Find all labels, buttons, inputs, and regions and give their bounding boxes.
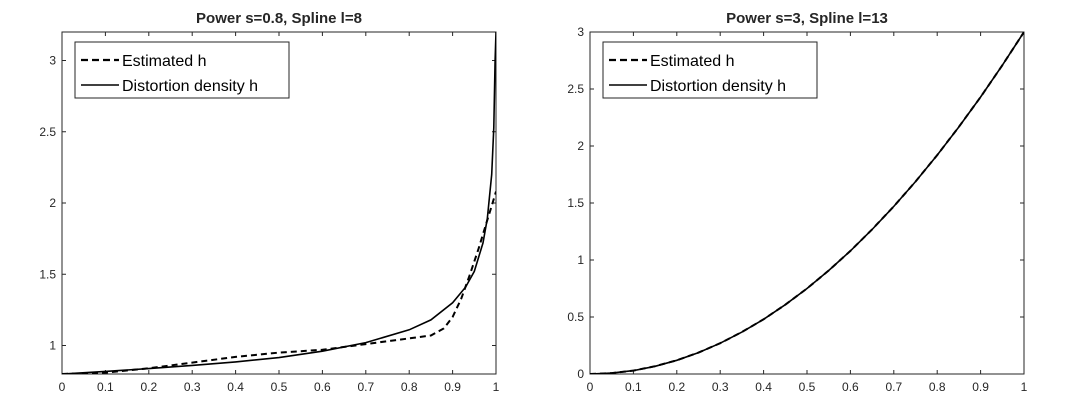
x-tick-label: 0.8	[929, 380, 946, 394]
x-tick-label: 0.5	[271, 380, 288, 394]
x-tick-label: 0.4	[755, 380, 772, 394]
x-tick-label: 0.4	[227, 380, 244, 394]
series-distortion-density-h	[62, 32, 496, 374]
y-tick-label: 2	[577, 139, 584, 153]
x-tick-label: 0.9	[444, 380, 461, 394]
x-tick-label: 0.2	[140, 380, 157, 394]
legend	[74, 41, 290, 99]
legend-label: Distortion density h	[650, 78, 786, 95]
y-tick-label: 2.5	[567, 82, 584, 96]
series-distortion-density-h	[590, 32, 1024, 374]
x-tick-label: 1	[493, 380, 500, 394]
chart-right: Power s=3, Spline l=13 0 0.1 0.2 0.3 0.4 0.5 0.…	[567, 10, 1027, 394]
x-tick-label: 0.9	[972, 380, 989, 394]
y-tick-label: 1	[49, 339, 56, 353]
y-tick-label: 2.5	[39, 125, 56, 139]
legend	[602, 41, 818, 99]
y-tick-label: 1	[577, 253, 584, 267]
y-tick-label: 3	[577, 25, 584, 39]
y-tick-label: 1.5	[567, 196, 584, 210]
chart-left: Power s=0.8, Spline l=8 0 0.1 0.2 0.3 0.4 0.5 0…	[39, 10, 499, 394]
x-tick-label: 0.3	[712, 380, 729, 394]
chart-title: Power s=3, Spline l=13	[726, 10, 888, 27]
x-tick-label: 0.5	[799, 380, 816, 394]
x-tick-label: 0.1	[97, 380, 114, 394]
x-tick-label: 0.7	[357, 380, 374, 394]
legend-label: Estimated h	[650, 53, 734, 70]
legend-label: Estimated h	[122, 53, 206, 70]
x-tick-label: 0.6	[842, 380, 859, 394]
y-tick-label: 0.5	[567, 310, 584, 324]
y-tick-label: 1.5	[39, 267, 56, 281]
series-estimated-h	[62, 191, 496, 374]
x-tick-label: 0.6	[314, 380, 331, 394]
legend-label: Distortion density h	[122, 78, 258, 95]
y-tick-label: 3	[49, 54, 56, 68]
chart-title: Power s=0.8, Spline l=8	[196, 10, 362, 27]
x-tick-label: 0.7	[885, 380, 902, 394]
x-tick-label: 0.1	[625, 380, 642, 394]
x-tick-label: 0.8	[401, 380, 418, 394]
x-tick-label: 0.3	[184, 380, 201, 394]
x-tick-label: 1	[1021, 380, 1028, 394]
x-tick-label: 0	[587, 380, 594, 394]
y-tick-label: 0	[577, 367, 584, 381]
y-tick-label: 2	[49, 196, 56, 210]
x-tick-label: 0	[59, 380, 66, 394]
x-tick-label: 0.2	[668, 380, 685, 394]
